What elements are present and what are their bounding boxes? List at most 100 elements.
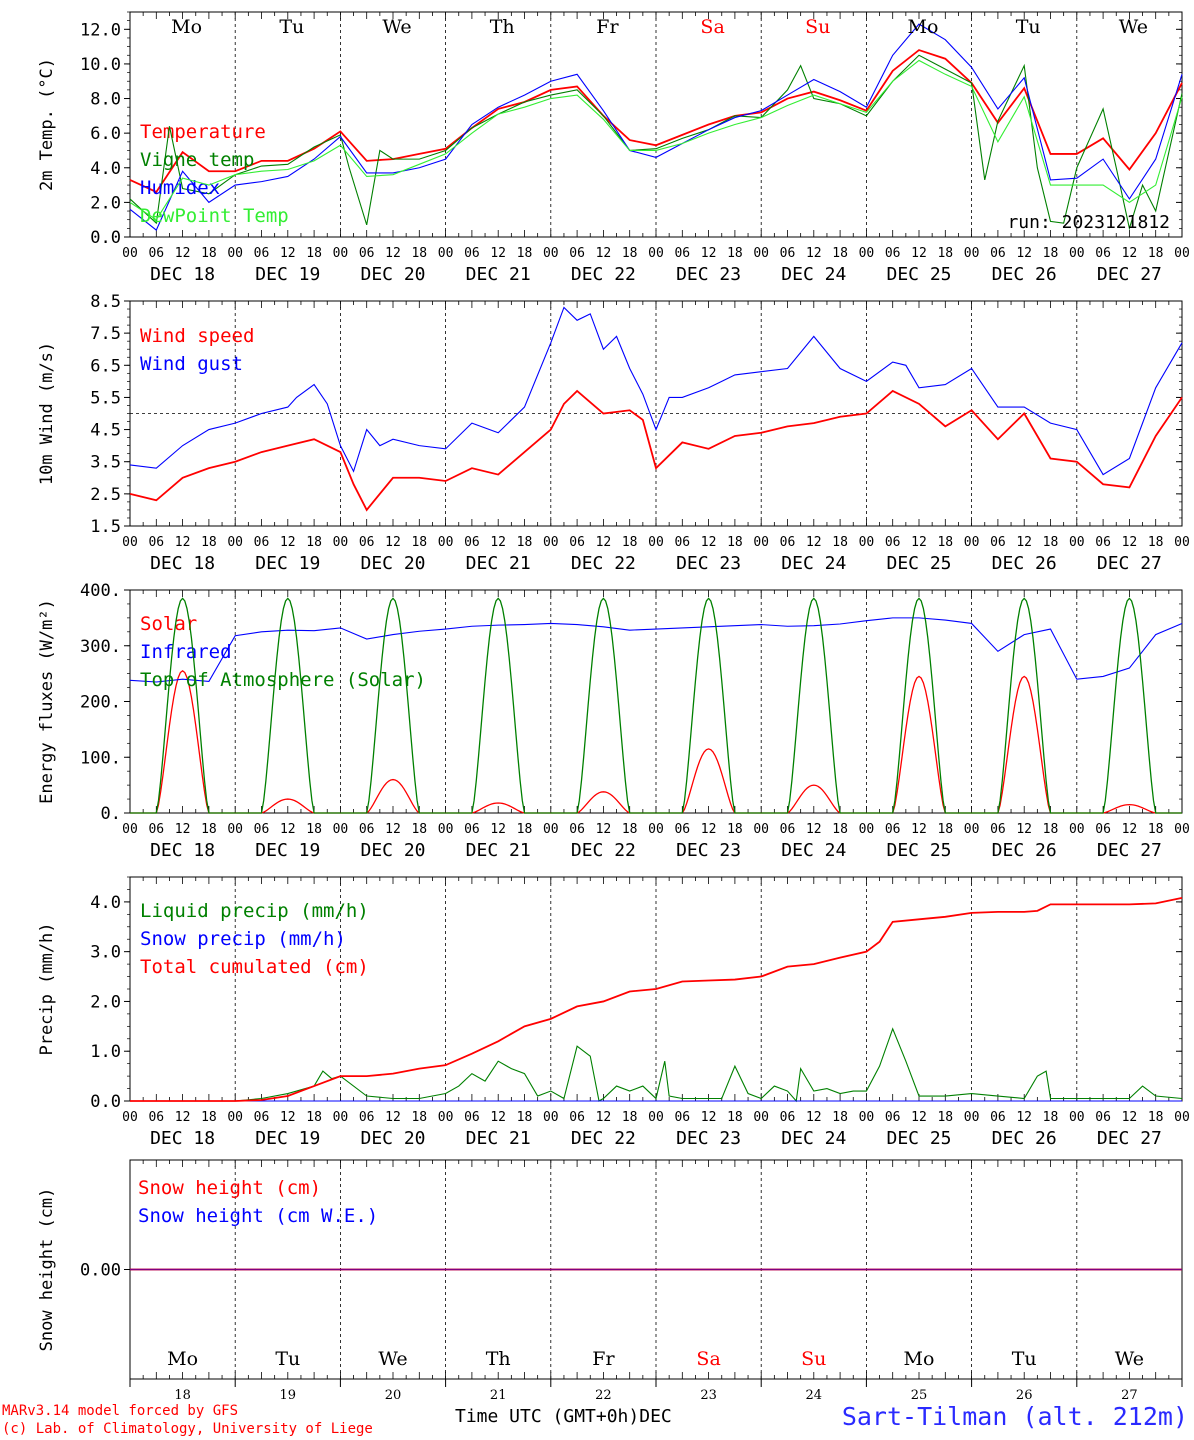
hour-tick-label: 18 (937, 535, 953, 550)
y-tick-label: 12.0 (80, 20, 121, 40)
date-label: DEC 23 (676, 264, 741, 285)
hour-tick-label: 12 (490, 246, 506, 261)
hour-tick-label: 06 (464, 1110, 480, 1125)
hour-tick-label: 18 (832, 822, 848, 837)
hour-tick-label: 12 (596, 535, 612, 550)
series-line-top-of-atmosphere-solar- (235, 597, 341, 814)
weekday-label-top: Tu (279, 16, 304, 38)
hour-tick-label: 18 (832, 1110, 848, 1125)
hour-tick-label: 00 (753, 822, 769, 837)
hour-tick-label: 00 (859, 535, 875, 550)
series-line-solar (550, 791, 656, 814)
hour-tick-label: 12 (1016, 246, 1032, 261)
legend-entry: Temperature (140, 121, 266, 143)
hour-tick-label: 12 (701, 822, 717, 837)
y-tick-label: 5.5 (90, 388, 121, 408)
hour-tick-label: 18 (832, 246, 848, 261)
hour-tick-label: 18 (832, 535, 848, 550)
hour-tick-label: 12 (1122, 535, 1138, 550)
series-line-top-of-atmosphere-solar- (445, 597, 551, 814)
hour-tick-label: 06 (569, 535, 585, 550)
hour-tick-label: 12 (385, 822, 401, 837)
hour-tick-label: 00 (122, 1110, 138, 1125)
hour-tick-label: 06 (464, 246, 480, 261)
legend-entry: Infrared (140, 641, 232, 663)
hour-tick-label: 18 (306, 246, 322, 261)
hour-tick-label: 06 (359, 246, 375, 261)
y-tick-label: 7.5 (90, 324, 121, 344)
hour-tick-label: 18 (1043, 535, 1059, 550)
date-label: DEC 21 (466, 553, 531, 574)
weekday-label-bottom: We (1115, 1348, 1144, 1370)
legend-entry: Humidex (140, 177, 220, 199)
series-line-vigne-temp (129, 54, 1183, 231)
hour-tick-label: 00 (648, 1110, 664, 1125)
hour-tick-label: 06 (359, 535, 375, 550)
series-line-top-of-atmosphere-solar- (1076, 597, 1182, 814)
hour-tick-label: 12 (1016, 1110, 1032, 1125)
series-line-top-of-atmosphere-solar- (656, 597, 762, 814)
hour-tick-label: 18 (937, 822, 953, 837)
hour-tick-label: 12 (280, 822, 296, 837)
hour-tick-label: 00 (543, 1110, 559, 1125)
series-line-solar (866, 675, 972, 814)
panel-snow: 0.00 Snow height (cm) Snow height (cm) Snow… (37, 1159, 1183, 1380)
date-label: DEC 19 (255, 553, 320, 574)
panel-temperature: 0.0 2.0 4.0 6.0 8.0 10.0 12.0 2m Temp. (°C) 00 06… (37, 11, 1190, 285)
date-label: DEC 22 (571, 1128, 636, 1149)
credit-line-2: (c) Lab. of Climatology, University of L… (2, 1421, 373, 1437)
legend-entry: Snow precip (mm/h) (140, 928, 346, 950)
series-line-wind-speed (129, 389, 1183, 512)
y-tick-label: 0.00 (80, 1261, 121, 1281)
hour-tick-label: 06 (885, 535, 901, 550)
legend-entry: Snow height (cm W.E.) (138, 1205, 378, 1227)
hour-tick-label: 12 (280, 246, 296, 261)
hour-tick-label: 12 (806, 822, 822, 837)
hour-tick-label: 06 (464, 535, 480, 550)
hour-tick-label: 00 (1174, 1110, 1190, 1125)
hour-tick-label: 12 (175, 822, 191, 837)
hour-tick-label: 12 (490, 535, 506, 550)
hour-tick-label: 06 (148, 1110, 164, 1125)
hour-tick-label: 06 (359, 822, 375, 837)
x-axis-title-text: Time UTC (GMT+0h) (455, 1406, 640, 1427)
y-tick-label: 1.5 (90, 517, 121, 537)
hour-tick-label: 06 (148, 535, 164, 550)
legend-entry: Snow height (cm) (138, 1177, 321, 1199)
date-label: DEC 20 (360, 264, 425, 285)
hour-tick-label: 12 (385, 246, 401, 261)
hour-tick-label: 06 (1095, 535, 1111, 550)
hour-tick-label: 18 (1148, 822, 1164, 837)
series-line-top-of-atmosphere-solar- (130, 597, 236, 814)
weekday-label-top: Tu (1016, 16, 1041, 38)
hour-tick-label: 06 (569, 822, 585, 837)
hour-tick-label: 18 (622, 822, 638, 837)
hour-tick-label: 12 (1016, 822, 1032, 837)
date-label: DEC 20 (360, 553, 425, 574)
weekday-label-top: Fr (596, 16, 619, 38)
y-tick-label: 4.0 (90, 159, 121, 179)
weekday-label-top: Th (490, 16, 515, 38)
hour-tick-label: 12 (701, 246, 717, 261)
hour-tick-label: 18 (1043, 1110, 1059, 1125)
hour-tick-label: 06 (780, 1110, 796, 1125)
hour-tick-label: 00 (438, 535, 454, 550)
hour-tick-label: 12 (175, 246, 191, 261)
date-label: DEC 24 (781, 1128, 846, 1149)
hour-tick-label: 12 (175, 535, 191, 550)
hour-tick-label: 00 (122, 246, 138, 261)
credit-line-1: MARv3.14 model forced by GFS (2, 1403, 239, 1419)
hour-tick-label: 12 (806, 1110, 822, 1125)
hour-tick-label: 18 (201, 535, 217, 550)
hour-tick-label: 06 (674, 822, 690, 837)
hour-tick-label: 12 (806, 535, 822, 550)
hour-tick-label: 12 (280, 1110, 296, 1125)
y-tick-label: 300. (80, 637, 121, 657)
hour-tick-label: 06 (148, 246, 164, 261)
hour-tick-label: 00 (964, 1110, 980, 1125)
legend-entry: Wind gust (140, 353, 243, 375)
hour-tick-label: 00 (543, 822, 559, 837)
date-label: DEC 25 (886, 553, 951, 574)
hour-tick-label: 06 (674, 535, 690, 550)
